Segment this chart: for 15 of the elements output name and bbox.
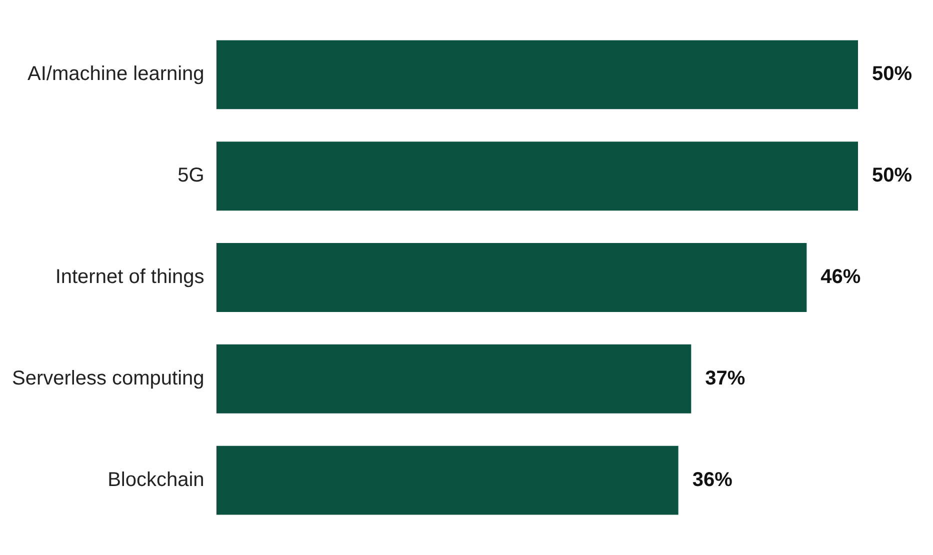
bar	[216, 243, 807, 312]
data-label: 50%	[872, 63, 912, 86]
y-tick-label: AI/machine learning	[28, 63, 204, 86]
bar	[216, 344, 692, 414]
y-tick-label: Blockchain	[108, 468, 204, 491]
y-tick-label: Serverless computing	[12, 367, 204, 390]
y-tick-label: Internet of things	[55, 266, 204, 288]
bar	[216, 446, 678, 515]
data-label: 46%	[820, 266, 861, 288]
bar	[216, 40, 858, 110]
data-label: 50%	[872, 164, 912, 187]
data-label: 37%	[705, 367, 746, 390]
y-tick-label: 5G	[178, 164, 204, 187]
bar	[216, 142, 858, 211]
data-label: 36%	[692, 468, 733, 491]
